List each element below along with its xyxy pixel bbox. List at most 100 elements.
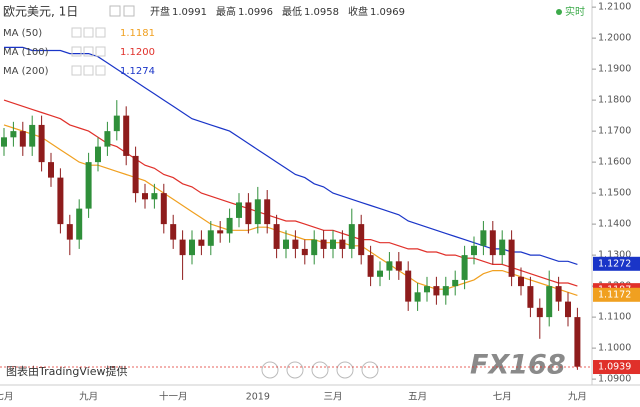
y-tick-label: 1.0900 bbox=[598, 374, 631, 385]
candle-body bbox=[574, 317, 581, 367]
candle-body bbox=[348, 224, 355, 249]
button[interactable] bbox=[261, 361, 279, 379]
candle-body bbox=[123, 115, 130, 156]
legend-icon bbox=[95, 27, 106, 38]
quote-value: 1.0991 bbox=[172, 7, 207, 18]
candle-body bbox=[433, 286, 440, 296]
quote-value: 1.0996 bbox=[238, 7, 273, 18]
realtime-dot bbox=[556, 9, 562, 15]
y-tick-label: 1.2100 bbox=[598, 2, 631, 13]
candle-body bbox=[1, 137, 7, 147]
candle-body bbox=[386, 261, 393, 271]
candle-body bbox=[113, 115, 120, 132]
candle-body bbox=[527, 286, 534, 308]
legend-icon bbox=[95, 65, 106, 76]
candle-body bbox=[217, 230, 224, 234]
candle-body bbox=[292, 239, 299, 249]
candle-body bbox=[461, 255, 468, 280]
overlay: 欧元美元, 1日 实时 图表由TradingView提供 FX168 bbox=[3, 5, 585, 381]
quote-label: 收盘 bbox=[348, 5, 368, 18]
x-tick-label: 九月 bbox=[79, 391, 98, 403]
legend-icon bbox=[83, 65, 94, 76]
quote-label: 开盘 bbox=[150, 5, 170, 18]
quote-label: 最高 bbox=[216, 5, 236, 18]
x-tick-label: 十一月 bbox=[159, 391, 188, 403]
legend-icon bbox=[83, 46, 94, 57]
candle-body bbox=[395, 261, 402, 271]
legend-icon bbox=[71, 27, 82, 38]
x-tick-label: 三月 bbox=[323, 392, 342, 403]
y-tick-label: 1.1900 bbox=[598, 64, 631, 75]
candle-body bbox=[283, 239, 289, 249]
price-badge bbox=[593, 287, 640, 302]
candle-body bbox=[320, 239, 327, 249]
candle-body bbox=[367, 255, 374, 277]
candle-body bbox=[518, 276, 524, 287]
button[interactable] bbox=[336, 361, 354, 379]
button[interactable] bbox=[286, 361, 304, 379]
quote-value: 1.0958 bbox=[304, 7, 339, 18]
legend-icon bbox=[83, 27, 94, 38]
quote-value: 1.0969 bbox=[370, 7, 405, 18]
x-tick-label: 2019 bbox=[246, 392, 270, 403]
candle-body bbox=[38, 124, 45, 163]
candle-body bbox=[508, 239, 515, 277]
candle-body bbox=[76, 208, 83, 240]
candle-body bbox=[189, 239, 195, 256]
candle-body bbox=[377, 270, 383, 277]
candle-body bbox=[207, 230, 214, 246]
candle-body bbox=[254, 199, 261, 225]
candle-body bbox=[57, 177, 64, 225]
candle-body bbox=[442, 286, 449, 296]
legend-label: MA (100) bbox=[3, 47, 49, 58]
icon[interactable] bbox=[109, 5, 121, 17]
y-tick-label: 1.1300 bbox=[598, 250, 631, 261]
ma-line bbox=[3, 99, 578, 287]
candle-body bbox=[66, 224, 73, 240]
candle-body bbox=[142, 193, 148, 200]
y-tick-label: 1.1000 bbox=[598, 343, 631, 354]
candle-body bbox=[424, 286, 430, 293]
candle-body bbox=[29, 124, 36, 147]
candle-body bbox=[151, 193, 158, 200]
candle-body bbox=[499, 239, 506, 256]
candle-body bbox=[480, 230, 487, 246]
candle-body bbox=[339, 239, 346, 249]
realtime-label: 实时 bbox=[565, 5, 585, 18]
x-tick-label: 七月 bbox=[493, 392, 512, 403]
candle-body bbox=[132, 155, 139, 194]
candle-body bbox=[226, 217, 233, 234]
candle-body bbox=[236, 202, 242, 218]
y-tick-label: 1.1700 bbox=[598, 126, 631, 137]
y-tick-label: 1.2000 bbox=[598, 33, 631, 44]
candle-body bbox=[405, 270, 412, 302]
candle-body bbox=[245, 202, 252, 225]
candle-body bbox=[85, 162, 92, 209]
button[interactable] bbox=[361, 361, 379, 379]
zoom-controls[interactable] bbox=[261, 361, 379, 379]
y-tick-label: 1.1400 bbox=[598, 219, 631, 230]
candle-body bbox=[104, 131, 111, 147]
candle-body bbox=[452, 279, 459, 287]
icon[interactable] bbox=[123, 5, 135, 17]
legend-value: 1.1181 bbox=[120, 28, 155, 39]
ma-line bbox=[3, 124, 578, 296]
candle-body bbox=[565, 301, 571, 318]
candle-body bbox=[311, 239, 318, 256]
logo: FX168 bbox=[470, 350, 566, 381]
y-tick-label: 1.1600 bbox=[598, 157, 631, 168]
price-badge bbox=[593, 256, 640, 271]
candle-body bbox=[10, 131, 17, 138]
candle-body bbox=[48, 162, 54, 178]
legend-value: 1.1200 bbox=[120, 47, 155, 58]
legend-label: MA (50) bbox=[3, 28, 42, 39]
chart-title: 欧元美元, 1日 bbox=[3, 5, 78, 19]
price-badge bbox=[593, 360, 640, 375]
candle-body bbox=[273, 224, 280, 249]
button[interactable] bbox=[311, 361, 329, 379]
legend-label: MA (200) bbox=[3, 66, 49, 77]
candle-body bbox=[170, 224, 177, 240]
candle-body bbox=[198, 239, 205, 246]
y-tick-label: 1.1800 bbox=[598, 95, 631, 106]
